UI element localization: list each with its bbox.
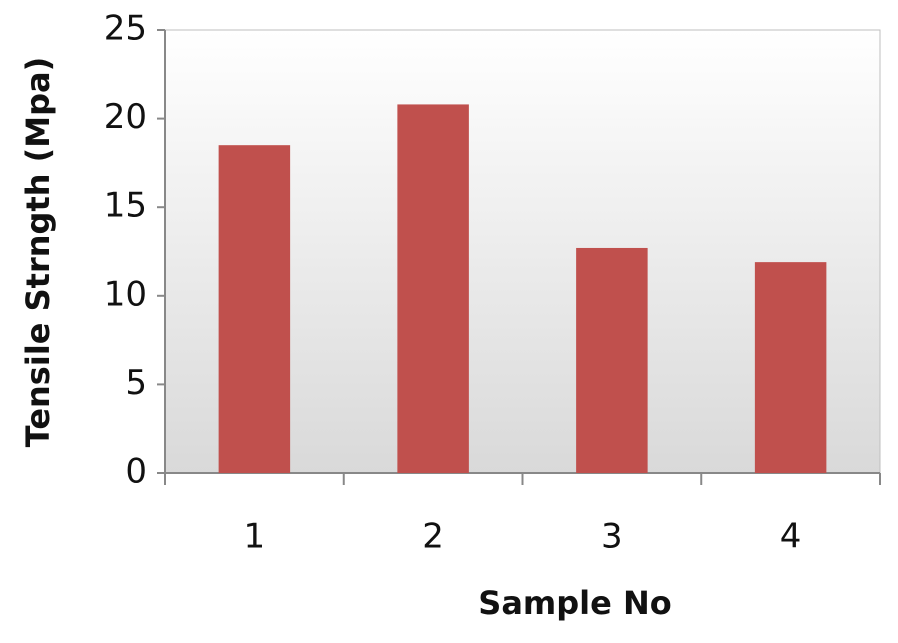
x-tick-label: 3 (601, 517, 623, 557)
y-tick-label: 0 (125, 452, 147, 492)
y-tick-label: 15 (104, 186, 147, 226)
bar (754, 262, 827, 473)
bar (218, 145, 291, 473)
x-axis-title: Sample No (478, 584, 671, 622)
y-tick-label: 10 (104, 274, 147, 314)
y-tick-label: 5 (125, 363, 147, 403)
y-tick-label: 25 (104, 9, 147, 49)
x-tick-label: 4 (780, 517, 802, 557)
y-tick-label: 20 (104, 97, 147, 137)
bar (397, 104, 469, 473)
y-axis-title: Tensile Strngth (Mpa) (19, 57, 57, 448)
x-tick-label: 2 (422, 517, 444, 557)
x-tick-label: 1 (244, 517, 266, 557)
bar (576, 247, 648, 473)
